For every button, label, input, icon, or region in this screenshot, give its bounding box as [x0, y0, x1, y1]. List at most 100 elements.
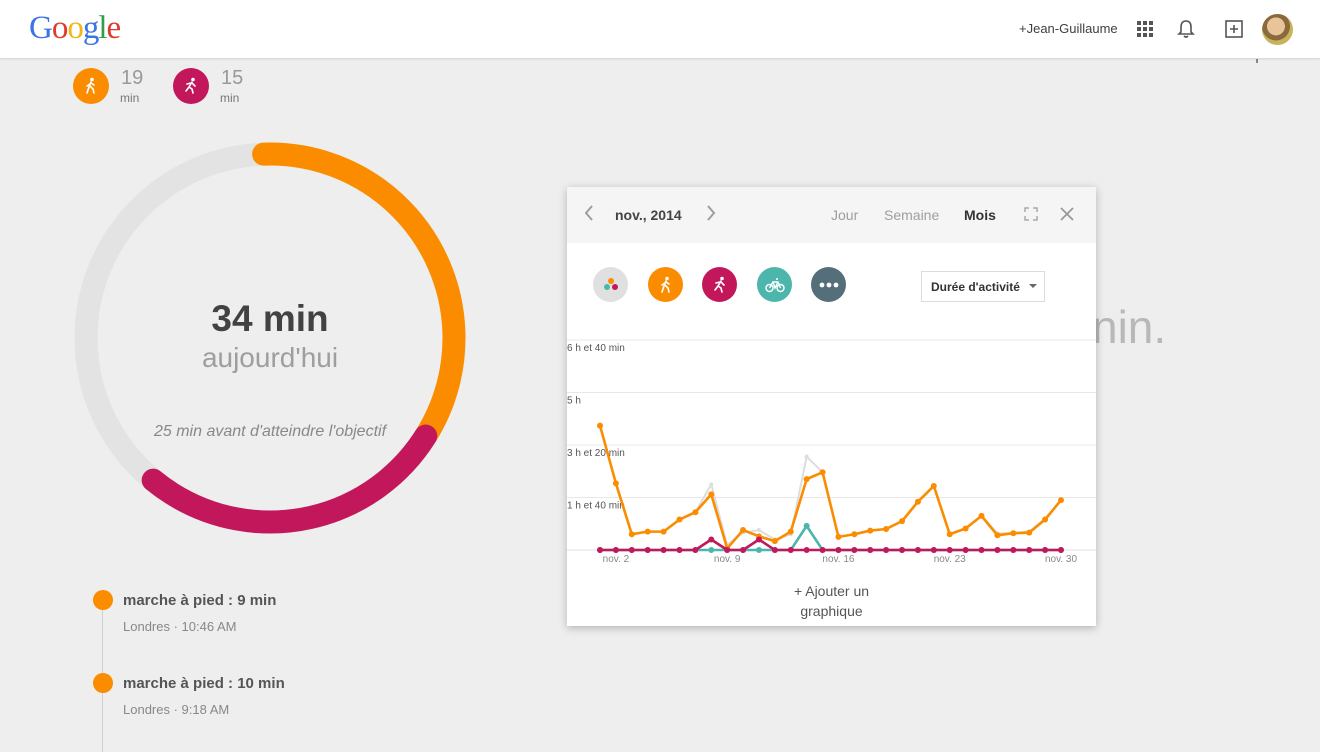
series-point — [1026, 529, 1033, 536]
series-point — [1010, 530, 1017, 537]
apps-grid-icon[interactable] — [1134, 18, 1156, 40]
period-label: nov., 2014 — [615, 207, 682, 223]
series-point — [899, 547, 906, 553]
series-point — [851, 547, 858, 553]
dialog-header: nov., 2014 Jour Semaine Mois — [567, 187, 1096, 243]
series-point — [930, 547, 937, 553]
series-point — [962, 525, 969, 532]
close-icon[interactable] — [1058, 205, 1076, 223]
series-point — [676, 516, 683, 523]
series-point — [946, 531, 953, 538]
series-point — [724, 547, 731, 553]
series-point — [946, 547, 953, 553]
activity-ring — [74, 142, 466, 534]
tab-week[interactable]: Semaine — [884, 207, 940, 223]
series-point — [660, 547, 667, 553]
metric-dropdown[interactable]: Durée d'activité — [921, 271, 1045, 302]
series-point — [835, 533, 842, 540]
series-point — [819, 469, 826, 476]
series-point — [660, 528, 667, 535]
series-point — [755, 536, 762, 543]
series-point — [867, 527, 874, 534]
running-icon — [173, 68, 209, 104]
timeline-dot — [93, 590, 113, 610]
ring-walking-arc — [74, 142, 466, 534]
series-point — [914, 547, 921, 553]
chevron-down-icon — [1029, 284, 1037, 288]
tab-month[interactable]: Mois — [964, 207, 996, 223]
series-point — [628, 531, 635, 538]
goal-text: 25 min avant d'atteindre l'objectif — [153, 423, 387, 440]
series-point — [851, 531, 858, 538]
timeline-meta: Londres · 10:46 AM — [123, 619, 237, 634]
walking-icon[interactable] — [648, 267, 683, 302]
ring-total: 34 min — [211, 298, 329, 339]
add-chart-button[interactable]: + Ajouter un graphique — [567, 581, 1096, 621]
series-point — [708, 547, 715, 553]
add-chart-label: + Ajouter un graphique — [793, 583, 870, 619]
series-point — [709, 482, 714, 487]
series-point — [787, 528, 794, 535]
avatar[interactable] — [1262, 14, 1293, 45]
user-profile-link[interactable]: +Jean-Guillaume — [1019, 21, 1118, 36]
series-point — [740, 527, 747, 534]
series-line — [598, 425, 1063, 550]
series-point — [692, 509, 699, 516]
cycling-icon[interactable] — [757, 267, 792, 302]
series-point — [803, 522, 810, 529]
series-point — [755, 547, 762, 553]
divider — [1256, 59, 1258, 63]
tab-day[interactable]: Jour — [831, 207, 859, 223]
google-logo[interactable]: Google — [29, 10, 121, 46]
series-point — [962, 547, 969, 553]
series-point — [597, 547, 603, 553]
running-unit: min — [220, 91, 240, 105]
series-point — [804, 454, 809, 459]
series-point — [771, 538, 778, 545]
series-point — [978, 512, 985, 519]
series-point — [756, 528, 761, 533]
series-point — [644, 547, 651, 553]
next-period-button[interactable] — [705, 204, 717, 228]
prev-period-button[interactable] — [583, 204, 595, 228]
timeline-meta: Londres · 9:18 AM — [123, 702, 230, 717]
series-point — [803, 547, 810, 553]
add-box-icon[interactable] — [1223, 18, 1245, 40]
fullscreen-icon[interactable] — [1022, 205, 1040, 223]
running-icon[interactable] — [702, 267, 737, 302]
series-point — [740, 547, 747, 553]
activity-line-chart: 1 h et 40 min 3 h et 20 min 5 h 6 h et 40 m… — [567, 339, 1096, 565]
activity-chart-dialog: nov., 2014 Jour Semaine Mois Durée d'act… — [567, 187, 1096, 626]
series-point — [819, 547, 826, 553]
series-point — [803, 476, 810, 483]
series-point — [771, 547, 778, 553]
y-tick-label: 3 h et 20 min — [567, 448, 625, 459]
more-icon[interactable] — [811, 267, 846, 302]
series-line — [600, 538, 1061, 552]
series-point — [1042, 547, 1049, 553]
series-point — [628, 547, 635, 553]
series-point — [994, 532, 1001, 539]
metric-dropdown-label: Durée d'activité — [931, 280, 1020, 294]
series-point — [883, 547, 890, 553]
series-point — [676, 547, 683, 553]
series-point — [597, 422, 603, 429]
bell-icon[interactable] — [1175, 18, 1197, 40]
x-tick-label: nov. 30 — [1045, 554, 1077, 565]
walking-unit: min — [120, 91, 140, 105]
all-activities-icon[interactable] — [593, 267, 628, 302]
timeline-title[interactable]: marche à pied : 9 min — [123, 592, 277, 609]
series-point — [994, 547, 1001, 553]
timeline-title[interactable]: marche à pied : 10 min — [123, 675, 285, 692]
x-tick-label: nov. 23 — [934, 554, 966, 565]
timeline-dot — [93, 673, 113, 693]
series-point — [612, 547, 619, 553]
x-tick-label: nov. 16 — [822, 554, 854, 565]
series-point — [692, 547, 699, 553]
background-text: nin. — [1092, 301, 1167, 353]
x-tick-label: nov. 2 — [603, 554, 630, 565]
series-point — [867, 547, 874, 553]
series-point — [612, 480, 619, 487]
series-point — [978, 547, 985, 553]
y-tick-label: 5 h — [567, 396, 581, 407]
